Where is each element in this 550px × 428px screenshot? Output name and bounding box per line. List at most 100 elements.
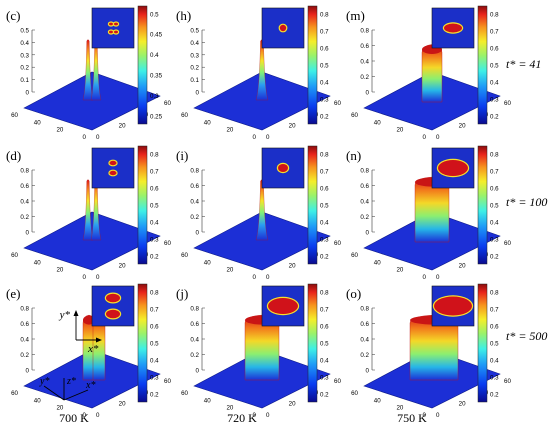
x-tick-label: 20: [289, 401, 296, 408]
panel-j: (j)00.20.40.60.8020406002040600.80.70.60…: [176, 283, 341, 419]
x-tick-label: 0: [96, 412, 100, 419]
colorbar: [477, 5, 488, 125]
z-tick-label: 0.4: [360, 337, 369, 344]
colorbar-tick-label: 0.5: [150, 340, 159, 347]
y-tick-label: 0: [83, 134, 87, 141]
surface-floor: [193, 71, 331, 131]
y-tick-label: 0: [253, 274, 257, 281]
y-tick-label: 40: [374, 119, 381, 126]
colorbar-tick-label: 0.4: [150, 52, 159, 59]
y-tick-label: 40: [34, 397, 41, 404]
inset-blob: [109, 30, 113, 34]
z-tick-label: 0.2: [360, 352, 369, 359]
y-tick-label: 0: [423, 134, 427, 141]
y-tick-label: 20: [226, 127, 233, 134]
panel-label: (m): [346, 8, 365, 23]
y-tick-label: 20: [226, 405, 233, 412]
colorbar: [477, 283, 488, 403]
y-tick-label: 0: [83, 412, 87, 419]
surface-peak: [255, 179, 269, 241]
colorbar: [137, 145, 148, 265]
z-tick-label: 0.3: [20, 52, 29, 59]
z-tick-label: 0.8: [20, 168, 29, 175]
y-tick-label: 60: [351, 390, 358, 397]
colorbar-tick-label: 0.4: [490, 357, 499, 364]
y-tick-label: 0: [83, 274, 87, 281]
colorbar-tick-label: 0.8: [150, 151, 159, 158]
inset-blob: [109, 22, 113, 26]
floor-y-axis-arrow: [43, 385, 65, 401]
panel-label: (e): [6, 286, 20, 301]
colorbar-tick-label: 0.3: [320, 374, 329, 381]
floor-x-axis-arrow: [63, 389, 89, 401]
inset-blob: [438, 160, 468, 176]
colorbar-tick-label: 0.5: [320, 340, 329, 347]
colorbar-tick-label: 0.3: [150, 236, 159, 243]
y-tick-label: 60: [351, 252, 358, 259]
surface-peak: [82, 39, 94, 101]
z-tick-label: 0.6: [360, 43, 369, 50]
floor-y-axis-label: y*: [39, 376, 49, 387]
colorbar-tick-label: 0.2: [150, 253, 159, 260]
z-tick-label: 0.3: [190, 52, 199, 59]
z-tick-label: 0: [26, 230, 30, 237]
y-tick-label: 60: [181, 252, 188, 259]
z-tick-label: 0.8: [190, 168, 199, 175]
z-tick-label: 0.1: [20, 77, 29, 84]
colorbar-tick-label: 0.2: [490, 391, 499, 398]
y-tick-label: 0: [423, 274, 427, 281]
arrowhead: [73, 310, 79, 316]
surface-floor: [23, 71, 161, 131]
x-tick-label: 20: [289, 123, 296, 130]
colorbar-tick-label: 0.8: [320, 151, 329, 158]
surface-floor: [193, 211, 331, 271]
colorbar-tick-label: 0.5: [490, 62, 499, 69]
panel-label: (c): [6, 8, 20, 23]
y-tick-label: 20: [396, 127, 403, 134]
z-tick-label: 0.4: [20, 199, 29, 206]
x-tick-label: 60: [164, 378, 171, 385]
y-tick-label: 0: [253, 412, 257, 419]
colorbar-tick-label: 0.7: [150, 168, 159, 175]
panel-e: (e)00.20.40.60.8020406002040600.80.70.60…: [6, 283, 171, 419]
z-tick-label: 0.6: [20, 183, 29, 190]
inset-blob: [114, 30, 118, 34]
inset-map: [91, 7, 135, 49]
z-tick-label: 0.8: [360, 168, 369, 175]
colorbar-tick-label: 0.3: [150, 374, 159, 381]
surface-floor: [23, 211, 161, 271]
inset-blob: [279, 24, 287, 32]
colorbar-tick-label: 0.2: [320, 253, 329, 260]
z-tick-label: 0.6: [360, 183, 369, 190]
colorbar-tick-label: 0.3: [490, 374, 499, 381]
z-tick-label: 0.2: [190, 352, 199, 359]
x-tick-label: 60: [334, 100, 341, 107]
row-time-label: t* = 100: [506, 195, 547, 209]
y-tick-label: 60: [11, 252, 18, 259]
colorbar-tick-label: 0.35: [150, 73, 163, 80]
surface-peak: [255, 39, 269, 101]
colorbar-tick-label: 0.3: [490, 236, 499, 243]
x-tick-label: 0: [266, 134, 270, 141]
panel-o: (o)00.20.40.60.8020406002040600.80.70.60…: [346, 283, 511, 419]
surface-peak: [82, 179, 94, 241]
y-tick-label: 40: [34, 119, 41, 126]
inset-map: [91, 285, 135, 327]
colorbar-tick-label: 0.8: [490, 151, 499, 158]
inset-blob: [434, 296, 472, 316]
panel-label: (j): [176, 286, 188, 301]
z-tick-label: 0.8: [20, 306, 29, 313]
x-tick-label: 0: [436, 134, 440, 141]
colorbar: [307, 283, 318, 403]
z-tick-label: 0.1: [190, 77, 199, 84]
panel-c: (c)00.10.20.30.40.5020406002040600.50.45…: [6, 5, 171, 141]
z-tick-label: 0.2: [360, 214, 369, 221]
inset-blob: [278, 164, 288, 172]
x-tick-label: 20: [119, 263, 126, 270]
colorbar-tick-label: 0.7: [320, 28, 329, 35]
colorbar-tick-label: 0.6: [490, 45, 499, 52]
z-tick-label: 0.8: [360, 306, 369, 313]
y-tick-label: 60: [351, 112, 358, 119]
z-tick-label: 0: [26, 368, 30, 375]
colorbar-tick-label: 0.8: [320, 289, 329, 296]
